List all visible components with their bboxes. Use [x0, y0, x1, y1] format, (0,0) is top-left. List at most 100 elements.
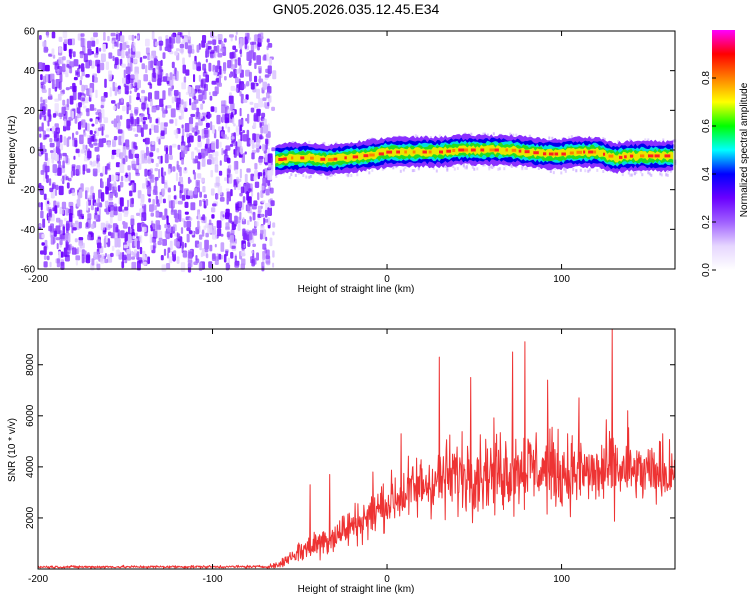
noise-cell-59	[135, 232, 138, 237]
noise-cell-1671	[80, 33, 85, 37]
noise-cell-1415	[166, 80, 170, 85]
noise-cell-1381	[134, 35, 137, 39]
noise-cell-874	[173, 185, 176, 192]
halo-cell-215	[381, 167, 384, 171]
halo-cell-550	[549, 169, 552, 173]
noise-cell-262	[78, 64, 81, 70]
noise-cell-756	[134, 66, 139, 75]
noise-cell-1216	[227, 126, 231, 133]
noise-cell-1367	[189, 123, 193, 131]
noise-cell-1848	[149, 55, 154, 60]
colorbar-tick-label: 0.6	[701, 119, 712, 133]
noise-cell-1876	[242, 99, 248, 103]
noise-cell-55	[194, 147, 198, 151]
halo-cell-364	[456, 166, 459, 170]
noise-cell-1150	[126, 102, 130, 107]
noise-cell-1693	[211, 253, 216, 261]
noise-cell-1486	[113, 206, 118, 216]
ridge-peak-822	[452, 149, 456, 152]
noise-cell-1619	[212, 226, 217, 235]
noise-cell-1797	[165, 38, 170, 48]
noise-cell-969	[181, 158, 184, 165]
noise-cell-1864	[49, 187, 54, 193]
noise-cell-1342	[155, 118, 159, 124]
noise-cell-454	[262, 250, 266, 260]
noise-cell-725	[102, 109, 105, 119]
noise-cell-372	[250, 107, 255, 113]
noise-cell-560	[108, 224, 113, 229]
noise-cell-554	[120, 230, 125, 239]
noise-cell-1120	[54, 189, 57, 196]
noise-cell-1180	[252, 212, 256, 221]
noise-cell-956	[117, 238, 121, 248]
spectrogram-y-ticks: -60 -40 -20 0 20 40 60	[21, 27, 675, 276]
noise-cell-1002	[40, 250, 45, 255]
noise-cell-1108	[104, 78, 107, 88]
noise-cell-488	[74, 238, 78, 243]
halo-cell-482	[515, 133, 518, 137]
noise-cell-1719	[134, 249, 138, 254]
y-tick-label: 0	[29, 146, 35, 157]
noise-cell-1494	[128, 48, 131, 54]
noise-cell-1643	[246, 191, 250, 201]
noise-cell-1038	[64, 254, 70, 262]
x-tick-label: -200	[28, 274, 48, 285]
halo-cell-395	[471, 165, 474, 169]
noise-cell-857	[230, 189, 233, 197]
snr-y-label: SNR (10 * v/v)	[7, 418, 18, 482]
noise-cell-831	[183, 76, 187, 83]
noise-cell-86	[109, 216, 113, 224]
halo-cell-427	[488, 165, 491, 169]
noise-cell-685	[54, 86, 58, 92]
noise-cell-1364	[120, 175, 124, 182]
noise-cell-1664	[158, 237, 163, 241]
noise-cell-1850	[147, 188, 152, 195]
halo-cell-340	[444, 164, 447, 168]
noise-cell-133	[64, 217, 67, 222]
noise-cell-1158	[141, 63, 145, 70]
noise-cell-696	[272, 250, 275, 258]
noise-cell-1650	[75, 148, 80, 154]
noise-cell-1271	[246, 220, 250, 226]
noise-cell-1507	[214, 164, 219, 173]
noise-cell-1871	[114, 57, 119, 65]
noise-cell-1891	[130, 74, 135, 81]
noise-cell-122	[245, 69, 250, 77]
noise-cell-1839	[227, 168, 231, 178]
noise-cell-1112	[134, 238, 138, 247]
noise-cell-1704	[240, 124, 243, 132]
halo-cell-111	[330, 173, 333, 177]
ridge-peak-834	[543, 152, 547, 156]
noise-cell-1772	[189, 98, 192, 106]
noise-cell-1491	[55, 201, 60, 205]
noise-cell-783	[153, 185, 158, 193]
noise-cell-612	[166, 105, 172, 109]
colorbar-tick-label: 0.4	[701, 167, 712, 181]
ridge-peak-833	[533, 151, 539, 155]
ridge-peak-813	[378, 152, 384, 156]
noise-cell-161	[186, 133, 189, 138]
noise-cell-878	[119, 197, 124, 207]
noise-cell-592	[224, 177, 227, 182]
chart-title: GN05.2026.035.12.45.E34	[273, 1, 440, 17]
noise-cell-1656	[254, 62, 257, 70]
noise-cell-1252	[136, 212, 140, 216]
noise-cell-782	[139, 246, 143, 255]
noise-cell-1749	[105, 186, 109, 195]
noise-cell-1044	[155, 105, 160, 111]
y-tick-label: 4000	[25, 455, 36, 478]
noise-cell-972	[215, 139, 219, 149]
noise-cell-1784	[234, 215, 238, 225]
noise-cell-1116	[262, 257, 265, 267]
noise-cell-998	[53, 148, 56, 152]
halo-cell-470	[509, 132, 512, 136]
noise-cell-1346	[38, 202, 41, 208]
noise-cell-1865	[122, 158, 126, 165]
halo-cell-710	[629, 138, 632, 142]
noise-cell-634	[89, 130, 93, 135]
noise-cell-1874	[252, 228, 257, 233]
noise-cell-1808	[151, 158, 154, 164]
noise-cell-1863	[216, 193, 219, 200]
noise-cell-1465	[95, 59, 101, 67]
noise-cell-384	[205, 232, 209, 238]
